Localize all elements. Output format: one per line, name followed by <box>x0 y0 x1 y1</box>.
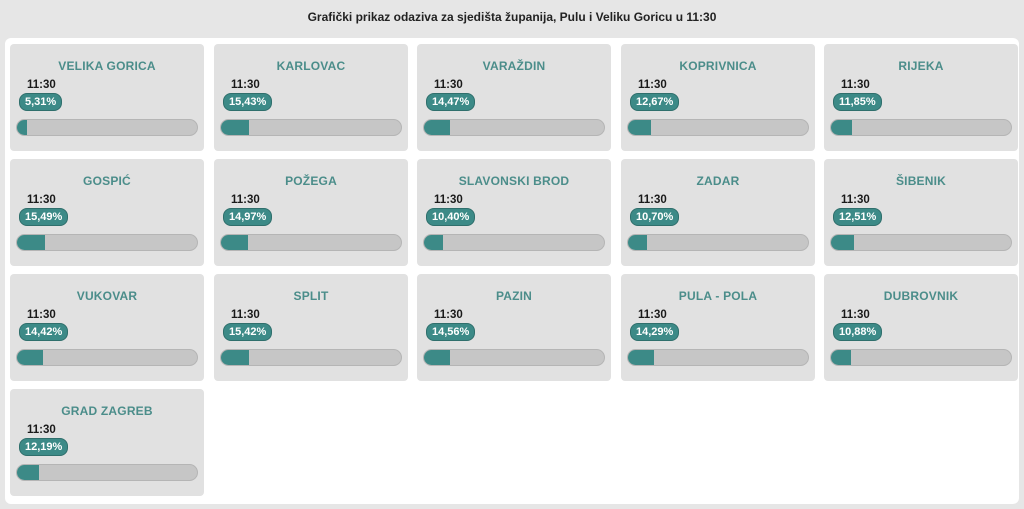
turnout-progress-bar <box>220 119 402 136</box>
turnout-progress-fill <box>17 120 27 135</box>
turnout-progress-fill <box>424 120 451 135</box>
turnout-progress-bar <box>830 119 1012 136</box>
time-label: 11:30 <box>27 194 56 206</box>
time-label: 11:30 <box>841 194 870 206</box>
turnout-progress-bar <box>627 234 809 251</box>
city-name: ŠIBENIK <box>895 174 947 188</box>
turnout-progress-bar <box>220 349 402 366</box>
turnout-card: PAZIN 11:30 14,56% <box>417 274 611 381</box>
city-name: POŽEGA <box>285 174 337 188</box>
turnout-progress-bar <box>16 119 198 136</box>
city-name: VUKOVAR <box>76 289 138 303</box>
turnout-percentage-badge: 10,70% <box>630 208 680 226</box>
turnout-progress-fill <box>17 350 43 365</box>
turnout-card: VUKOVAR 11:30 14,42% <box>10 274 204 381</box>
turnout-progress-bar <box>16 349 198 366</box>
turnout-progress-bar <box>627 349 809 366</box>
time-label: 11:30 <box>27 309 56 321</box>
turnout-progress-fill <box>17 235 45 250</box>
city-name: ZADAR <box>696 174 740 188</box>
city-name: SLAVONSKI BROD <box>458 174 570 188</box>
turnout-percentage-badge: 15,43% <box>223 93 273 111</box>
city-name: VELIKA GORICA <box>58 59 156 73</box>
turnout-progress-fill <box>221 235 248 250</box>
turnout-card: POŽEGA 11:30 14,97% <box>214 159 408 266</box>
city-name: PAZIN <box>495 289 533 303</box>
turnout-card: RIJEKA 11:30 11,85% <box>824 44 1018 151</box>
turnout-card: VELIKA GORICA 11:30 5,31% <box>10 44 204 151</box>
turnout-progress-fill <box>17 465 39 480</box>
turnout-progress-bar <box>423 119 605 136</box>
city-name: KARLOVAC <box>276 59 346 73</box>
time-label: 11:30 <box>638 194 667 206</box>
turnout-percentage-badge: 14,47% <box>426 93 476 111</box>
time-label: 11:30 <box>231 79 260 91</box>
turnout-progress-fill <box>628 120 651 135</box>
turnout-card: PULA - POLA 11:30 14,29% <box>621 274 815 381</box>
turnout-progress-bar <box>830 349 1012 366</box>
time-label: 11:30 <box>638 79 667 91</box>
turnout-progress-bar <box>423 234 605 251</box>
city-name: PULA - POLA <box>678 289 758 303</box>
turnout-percentage-badge: 12,51% <box>833 208 883 226</box>
turnout-percentage-badge: 10,40% <box>426 208 476 226</box>
turnout-card: ŠIBENIK 11:30 12,51% <box>824 159 1018 266</box>
time-label: 11:30 <box>27 79 56 91</box>
time-label: 11:30 <box>841 79 870 91</box>
city-name: DUBROVNIK <box>883 289 959 303</box>
time-label: 11:30 <box>434 309 463 321</box>
turnout-percentage-badge: 12,19% <box>19 438 69 456</box>
time-label: 11:30 <box>231 309 260 321</box>
turnout-progress-fill <box>424 235 443 250</box>
turnout-percentage-badge: 10,88% <box>833 323 883 341</box>
turnout-card: ZADAR 11:30 10,70% <box>621 159 815 266</box>
turnout-card: SLAVONSKI BROD 11:30 10,40% <box>417 159 611 266</box>
turnout-progress-bar <box>16 234 198 251</box>
turnout-percentage-badge: 12,67% <box>630 93 680 111</box>
turnout-progress-bar <box>830 234 1012 251</box>
turnout-progress-fill <box>628 350 654 365</box>
page-title: Grafički prikaz odaziva za sjedišta župa… <box>307 10 717 24</box>
city-name: VARAŽDIN <box>482 59 546 73</box>
turnout-card: DUBROVNIK 11:30 10,88% <box>824 274 1018 381</box>
turnout-progress-bar <box>16 464 198 481</box>
cards-panel: VELIKA GORICA 11:30 5,31% KARLOVAC 11:30 15,4… <box>5 38 1019 504</box>
time-label: 11:30 <box>434 194 463 206</box>
turnout-progress-fill <box>831 120 853 135</box>
time-label: 11:30 <box>638 309 667 321</box>
turnout-progress-bar <box>423 349 605 366</box>
turnout-progress-fill <box>424 350 451 365</box>
city-name: GRAD ZAGREB <box>61 404 153 418</box>
turnout-card: GOSPIĆ 11:30 15,49% <box>10 159 204 266</box>
turnout-card: SPLIT 11:30 15,42% <box>214 274 408 381</box>
time-label: 11:30 <box>841 309 870 321</box>
time-label: 11:30 <box>434 79 463 91</box>
city-name: KOPRIVNICA <box>679 59 757 73</box>
turnout-card: GRAD ZAGREB 11:30 12,19% <box>10 389 204 496</box>
turnout-card: VARAŽDIN 11:30 14,47% <box>417 44 611 151</box>
turnout-progress-fill <box>831 235 854 250</box>
turnout-percentage-badge: 14,42% <box>19 323 69 341</box>
city-name: RIJEKA <box>898 59 944 73</box>
turnout-percentage-badge: 5,31% <box>19 93 63 111</box>
time-label: 11:30 <box>231 194 260 206</box>
time-label: 11:30 <box>27 424 56 436</box>
turnout-progress-bar <box>627 119 809 136</box>
turnout-percentage-badge: 15,42% <box>223 323 273 341</box>
turnout-progress-fill <box>221 120 249 135</box>
turnout-progress-fill <box>831 350 851 365</box>
turnout-percentage-badge: 11,85% <box>833 93 882 111</box>
turnout-card: KARLOVAC 11:30 15,43% <box>214 44 408 151</box>
turnout-card: KOPRIVNICA 11:30 12,67% <box>621 44 815 151</box>
turnout-percentage-badge: 14,56% <box>426 323 476 341</box>
turnout-percentage-badge: 14,29% <box>630 323 680 341</box>
turnout-percentage-badge: 15,49% <box>19 208 69 226</box>
city-name: GOSPIĆ <box>83 174 131 188</box>
turnout-progress-bar <box>220 234 402 251</box>
turnout-progress-fill <box>221 350 249 365</box>
turnout-progress-fill <box>628 235 648 250</box>
turnout-percentage-badge: 14,97% <box>223 208 273 226</box>
city-name: SPLIT <box>293 289 329 303</box>
